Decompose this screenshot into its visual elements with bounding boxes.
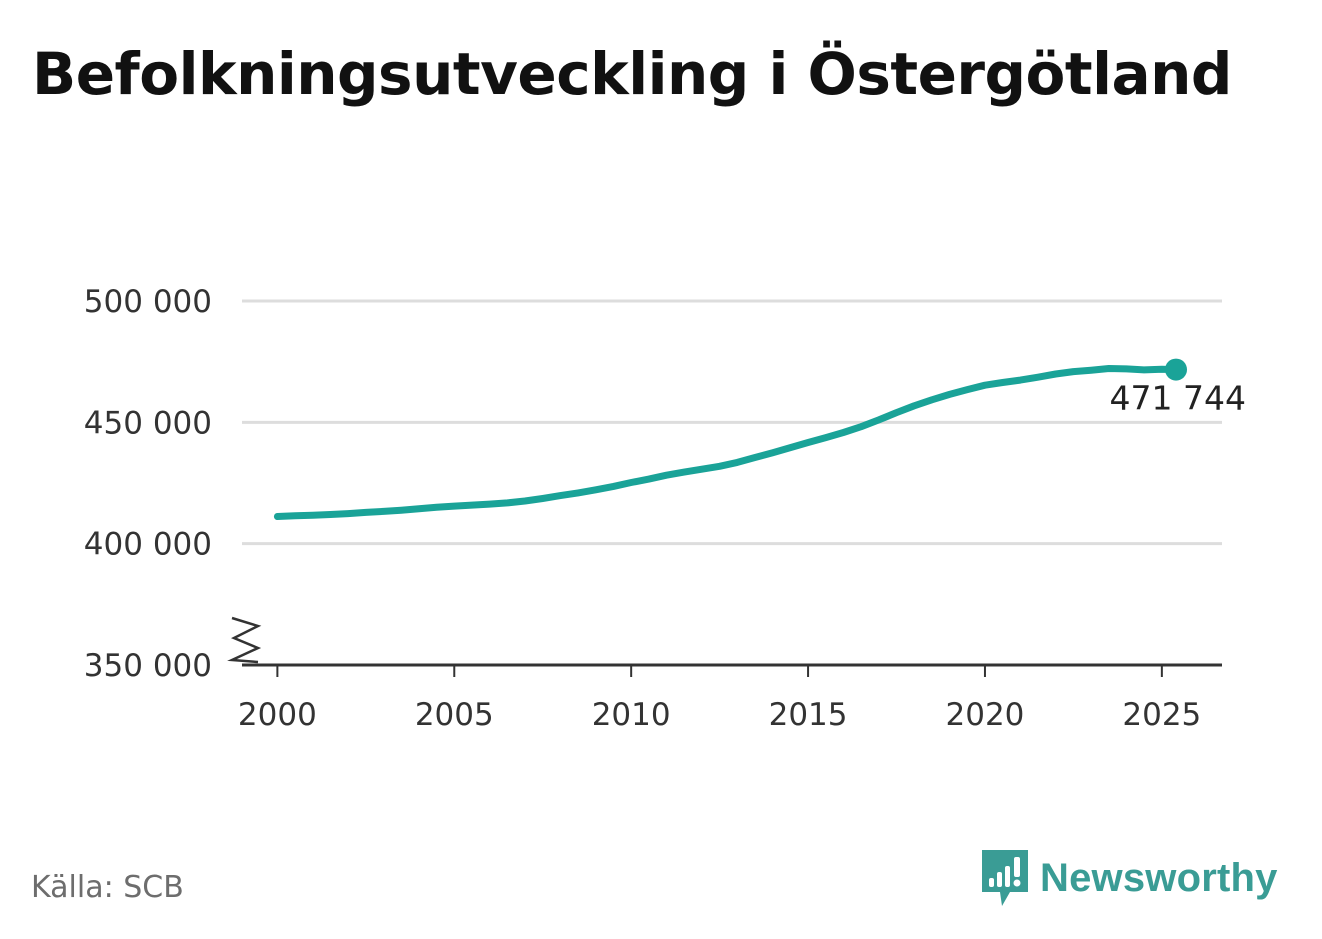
end-value-label: 471 744: [1110, 379, 1246, 418]
x-tick-label: 2010: [592, 697, 671, 733]
chart-title: Befolkningsutveckling i Östergötland: [32, 40, 1232, 108]
y-tick-label: 350 000: [84, 648, 212, 684]
series-line: [273, 365, 1180, 520]
brand-logo: Newsworthy: [980, 848, 1278, 908]
brand-name: Newsworthy: [1040, 855, 1278, 900]
series-layer: 471 744: [273, 358, 1246, 520]
y-tick-label: 500 000: [84, 284, 212, 320]
x-tick-label: 2005: [415, 697, 494, 733]
end-point-marker: [1165, 358, 1188, 381]
newsworthy-logo-icon: [982, 850, 1028, 906]
x-tick-label: 2020: [946, 697, 1025, 733]
source-note: Källa: SCB: [31, 870, 184, 905]
x-tick-label: 2000: [238, 697, 317, 733]
gridlines: [242, 299, 1222, 546]
y-tick-label: 400 000: [84, 527, 212, 563]
x-tick-label: 2025: [1122, 697, 1201, 733]
axes: 350 000 400 000 450 000 500 000 2000 2005 2010…: [84, 284, 1222, 733]
x-tick-label: 2015: [769, 697, 848, 733]
axis-break-icon: [227, 616, 262, 664]
y-tick-label: 450 000: [84, 405, 212, 441]
